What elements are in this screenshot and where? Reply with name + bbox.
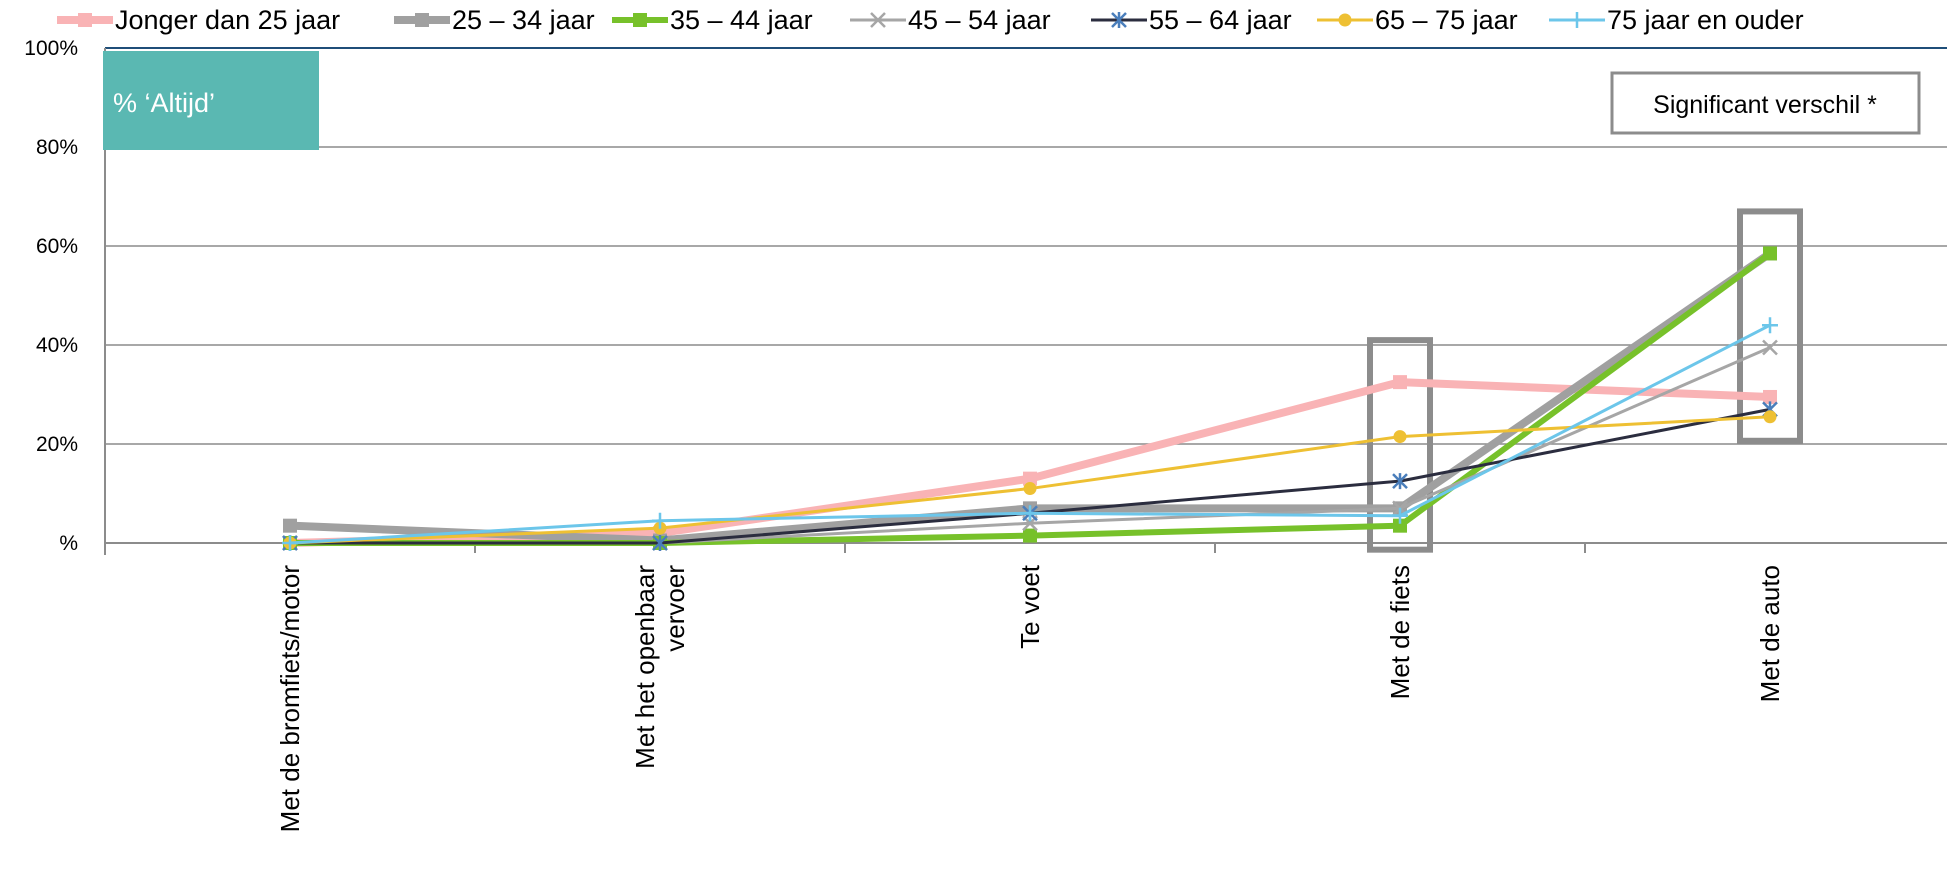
- legend-label: 75 jaar en ouder: [1607, 5, 1804, 35]
- x-tick-label: Met de fiets: [1385, 565, 1415, 699]
- data-point: [652, 535, 668, 551]
- series-7: [282, 317, 1778, 551]
- legend-item: 55 – 64 jaar: [1091, 5, 1292, 35]
- data-point: [1763, 246, 1777, 261]
- legend-label: 25 – 34 jaar: [452, 5, 595, 35]
- legend-label: 55 – 64 jaar: [1149, 5, 1292, 35]
- legend-label: Jonger dan 25 jaar: [115, 5, 340, 35]
- legend-marker: [870, 12, 886, 28]
- x-tick-label: Met de auto: [1755, 565, 1785, 702]
- data-point: [1393, 518, 1407, 533]
- legend-marker: [1338, 13, 1352, 27]
- legend-item: 25 – 34 jaar: [394, 5, 595, 35]
- x-tick-label: Met het openbaarvervoer: [630, 565, 690, 769]
- legend: Jonger dan 25 jaar 25 – 34 jaar 35 – 44 ja…: [57, 5, 1804, 35]
- y-tick-label: 80%: [36, 136, 78, 159]
- series-line: [287, 250, 1773, 546]
- legend-marker: [415, 13, 429, 27]
- x-tick-label: Te voet: [1015, 564, 1045, 649]
- badge: % ‘Altijd’: [103, 51, 319, 150]
- data-point: [1763, 389, 1777, 404]
- series-lines: [282, 246, 1778, 551]
- data-point: [1393, 375, 1407, 390]
- data-point: [1762, 339, 1778, 356]
- series-2: [283, 246, 1777, 548]
- x-tick-label: Met de bromfiets/motor: [275, 565, 305, 833]
- x-axis: Met de bromfiets/motor Met het openbaarve…: [104, 542, 1947, 833]
- data-point: [1023, 471, 1037, 486]
- y-axis: % 20% 40% 60% 80% 100%: [24, 37, 106, 555]
- data-point: [1763, 410, 1777, 424]
- data-point: [1022, 505, 1038, 522]
- y-tick-label: 100%: [24, 37, 78, 60]
- significance-label: Significant verschil *: [1653, 91, 1877, 119]
- data-point: [1392, 473, 1408, 490]
- legend-marker: [1569, 12, 1585, 28]
- highlight-box: [1737, 208, 1803, 444]
- legend-label: 45 – 54 jaar: [908, 5, 1051, 35]
- data-point: [1762, 317, 1778, 334]
- legend-item: 35 – 44 jaar: [612, 5, 813, 35]
- legend-item: Jonger dan 25 jaar: [57, 5, 340, 35]
- legend-item: 65 – 75 jaar: [1317, 5, 1518, 35]
- legend-label: 65 – 75 jaar: [1375, 5, 1518, 35]
- data-point: [1392, 507, 1408, 524]
- data-point: [282, 535, 298, 551]
- significance-box: Significant verschil *: [1610, 71, 1921, 135]
- legend-marker: [78, 13, 92, 27]
- data-point: [652, 512, 668, 529]
- series-line: [286, 249, 1774, 545]
- legend-item: 75 jaar en ouder: [1549, 5, 1804, 35]
- significance-box-border: [1610, 71, 1921, 135]
- y-tick-label: 40%: [36, 334, 78, 357]
- legend-marker: [633, 13, 647, 27]
- y-tick-label: 60%: [36, 235, 78, 258]
- data-point: [283, 518, 297, 533]
- y-tick-label: %: [59, 532, 78, 555]
- highlight-box: [1367, 337, 1433, 553]
- y-tick-label: 20%: [36, 433, 78, 456]
- legend-label: 35 – 44 jaar: [670, 5, 813, 35]
- badge-label: % ‘Altijd’: [113, 88, 215, 118]
- legend-marker: [1111, 12, 1127, 28]
- badge-background: [103, 51, 319, 150]
- data-point: [1393, 430, 1407, 444]
- legend-item: 45 – 54 jaar: [850, 5, 1051, 35]
- data-point: [1023, 528, 1037, 543]
- data-point: [1023, 482, 1037, 496]
- significance-highlights: [1367, 208, 1803, 553]
